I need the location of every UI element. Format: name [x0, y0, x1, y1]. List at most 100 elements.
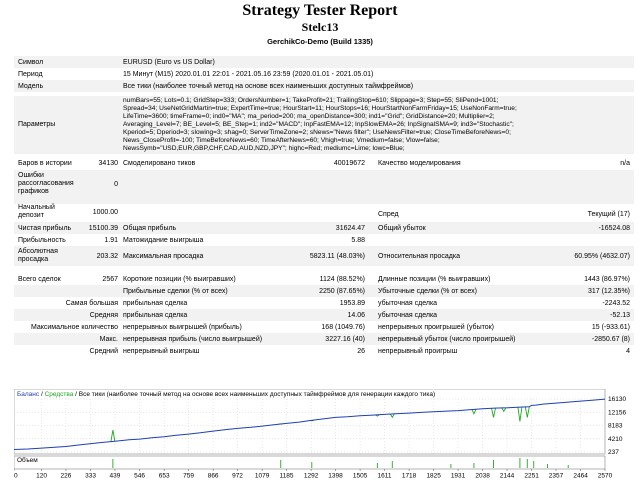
row-band — [14, 285, 634, 297]
short-positions-label: Короткие позиции (% выигравших) — [123, 276, 236, 283]
ticks-value: 40019672 — [333, 160, 365, 167]
max-consec-losses-value: 15 (-933.61) — [591, 324, 630, 331]
avg-consec-wins-label: непрерывный выигрыш — [123, 348, 200, 355]
errors-value: 0 — [114, 181, 118, 188]
y-tick-label: 16130 — [608, 396, 626, 403]
legend-balance: Баланс — [17, 391, 40, 398]
average-prefix: Средняя — [89, 312, 118, 319]
x-tick-label: 1505 — [353, 473, 368, 480]
x-tick-label: 120 — [36, 473, 47, 480]
params-line: Averaging_Level=7; BE_Level=5; BE_Step=1… — [123, 121, 514, 128]
expected-payoff-label: Матожидание выигрыша — [123, 237, 204, 244]
balance-chart-svg: Баланс / Средства / Все тики (наиболее т… — [14, 389, 626, 480]
x-tick-label: 1398 — [328, 473, 343, 480]
row-band — [14, 333, 634, 345]
row-band — [14, 56, 634, 68]
avg-consec-wins-value: 26 — [357, 348, 365, 355]
abs-dd-label: Абсолютная просадка — [18, 248, 58, 263]
period-value: 15 Минут (M15) 2020.01.01 22:01 - 2021.0… — [123, 71, 374, 78]
x-tick-label: 0 — [14, 473, 18, 480]
long-positions-label: Длинные позиции (% выигравших) — [378, 276, 491, 283]
quality-value: n/a — [620, 160, 630, 167]
x-tick-label: 1825 — [426, 473, 441, 480]
equity-dip — [471, 409, 477, 415]
x-tick-label: 1079 — [255, 473, 270, 480]
avg-consec-losses-label: непрерывный проигрыш — [378, 348, 458, 355]
params-label: Параметры — [18, 121, 56, 128]
legend-separator: / — [39, 391, 44, 398]
y-tick-label: 4210 — [608, 436, 623, 443]
x-tick-label: 1292 — [304, 473, 319, 480]
model-label: Модель — [18, 83, 44, 90]
abs-dd-value: 203.32 — [96, 253, 118, 260]
x-tick-label: 1185 — [280, 473, 294, 480]
price-panel-frame — [14, 389, 606, 455]
largest-prefix: Самая большая — [65, 300, 118, 307]
x-tick-label: 2570 — [598, 473, 613, 480]
row-band — [14, 80, 634, 92]
total-trades-label: Всего сделок — [18, 276, 61, 283]
x-tick-label: 2144 — [500, 473, 515, 480]
balance-chart: Баланс / Средства / Все тики (наиболее т… — [14, 389, 626, 480]
avg-consec-losses-value: 4 — [626, 348, 630, 355]
y-axis: 16130 12156 8183 4210 237 — [608, 396, 626, 456]
row-band — [14, 170, 634, 204]
params-line: LifeTime=3600; timeFrame=0; ind0="MA"; m… — [123, 113, 495, 120]
average-profit-label: прибыльная сделка — [123, 312, 188, 319]
gross-profit-label: Общая прибыль — [123, 225, 177, 232]
max-consec-profit-label: непрерывная прибыль (число выигрышей) — [123, 336, 263, 343]
gross-loss-value: -16524.08 — [598, 225, 630, 232]
x-tick-label: 546 — [134, 473, 145, 480]
x-axis: 0 120 226 333 439 546 653 759 866 972 1079 1185 1292… — [14, 469, 613, 480]
quality-label: Качество моделирования — [378, 160, 461, 167]
equity-dip — [491, 408, 496, 418]
row-band — [14, 246, 634, 266]
profit-trades-label: Прибыльные сделки (% от всех) — [123, 288, 228, 295]
model-value: Все тики (наиболее точный метод на основ… — [123, 83, 414, 90]
x-tick-label: 439 — [110, 473, 121, 480]
broker-build: GerchikCo-Demo (Build 1335) — [267, 37, 373, 46]
avg-consec-prefix: Средний — [89, 348, 118, 355]
max-count-prefix: Максимальное количество — [30, 324, 118, 331]
deposit-value: 1000.00 — [92, 209, 118, 216]
net-profit-label: Чистая прибыль — [18, 225, 72, 232]
equity-dip — [110, 430, 116, 442]
bars-value: 34130 — [98, 160, 118, 167]
average-loss-value: -52.13 — [610, 312, 630, 319]
average-loss-label: убыточная сделка — [378, 312, 438, 319]
x-tick-label: 1718 — [402, 473, 417, 480]
max-consec-loss-value: -2850.67 (8) — [591, 336, 630, 343]
report-title: Strategy Tester Report — [242, 2, 398, 19]
volume-layer — [112, 458, 569, 468]
x-tick-label: 333 — [85, 473, 96, 480]
x-tick-label: 2038 — [475, 473, 490, 480]
rel-dd-value: 60.95% (4632.07) — [574, 253, 630, 260]
largest-loss-value: -2243.52 — [602, 300, 630, 307]
equity-dip — [524, 406, 530, 418]
maximal-prefix: Макс. — [99, 336, 118, 343]
x-tick-label: 226 — [61, 473, 72, 480]
x-tick-label: 2251 — [524, 473, 539, 480]
largest-loss-label: убыточная сделка — [378, 300, 438, 307]
params-line: Spread=34; UseNetGridMartin=true; Expert… — [123, 105, 517, 112]
profit-trades-value: 2250 (87.65%) — [319, 288, 365, 295]
max-consec-loss-label: непрерывный убыток (число проигрышей) — [378, 336, 516, 343]
spread-value: Текущий (17) — [587, 211, 630, 218]
deposit-label: Начальный депозит — [18, 204, 55, 219]
legend-equity: Средства — [45, 391, 74, 398]
y-tick-label: 12156 — [608, 409, 626, 416]
max-dd-value: 5823.11 (48.03%) — [309, 253, 365, 260]
params-line: numBars=55; Lots=0.1; GridStep=333; Orde… — [123, 97, 499, 104]
profit-factor-label: Прибыльность — [18, 237, 66, 244]
row-band — [14, 96, 634, 154]
x-tick-label: 1931 — [451, 473, 466, 480]
legend-description: / Все тики (наиболее точный метод на осн… — [73, 390, 435, 398]
y-tick-label: 8183 — [608, 423, 623, 430]
average-profit-value: 14.06 — [347, 312, 365, 319]
period-label: Период — [18, 71, 43, 78]
largest-profit-value: 1953.89 — [339, 300, 365, 307]
rel-dd-label: Относительная просадка — [378, 253, 460, 260]
errors-label: Ошибки рассогласования графиков — [18, 172, 74, 195]
ticks-label: Смоделировано тиков — [123, 160, 196, 167]
equity-dip — [389, 413, 395, 419]
